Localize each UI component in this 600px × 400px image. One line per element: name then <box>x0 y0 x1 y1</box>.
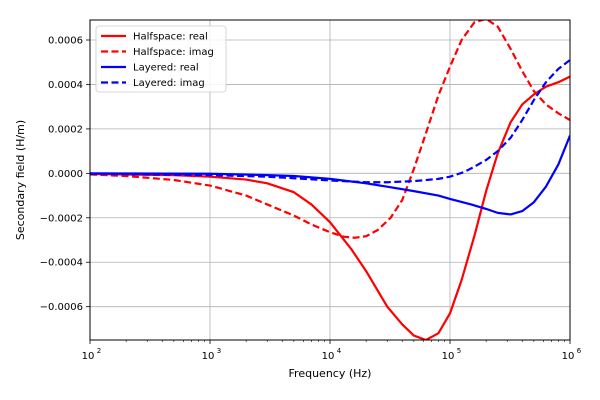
y-axis-label: Secondary field (H/m) <box>14 120 27 240</box>
x-tick-label: 10 <box>322 351 335 362</box>
x-tick-exponent: 6 <box>577 347 582 355</box>
series-line-0 <box>90 75 570 340</box>
series-line-1 <box>90 20 570 239</box>
y-tick-label: 0.0002 <box>48 124 83 135</box>
legend-box <box>95 25 227 93</box>
legend-entry: Halfspace: real <box>133 32 208 43</box>
x-tick-label: 10 <box>562 351 575 362</box>
y-tick-label: 0.0000 <box>48 169 83 180</box>
y-tick-label: −0.0006 <box>40 302 83 313</box>
series-layer <box>90 20 570 340</box>
x-tick-label: 10 <box>442 351 455 362</box>
y-tick-label: −0.0004 <box>40 258 83 269</box>
x-tick-exponent: 2 <box>97 347 101 355</box>
series-line-3 <box>90 59 570 184</box>
x-tick-exponent: 5 <box>457 347 461 355</box>
legend-entry: Halfspace: imag <box>133 47 214 58</box>
x-tick-label: 10 <box>202 351 215 362</box>
legend-entry: Layered: imag <box>133 78 205 89</box>
x-tick-exponent: 4 <box>337 347 342 355</box>
series-line-2 <box>90 135 570 216</box>
legend-entry: Layered: real <box>133 63 199 74</box>
x-tick-label: 10 <box>82 351 95 362</box>
y-tick-label: 0.0006 <box>48 36 83 47</box>
y-tick-label: 0.0004 <box>48 80 83 91</box>
x-axis-label: Frequency (Hz) <box>289 367 372 380</box>
y-tick-label: −0.0002 <box>40 213 83 224</box>
legend: Halfspace: real Halfspace: imag Layered: r… <box>95 25 227 93</box>
x-tick-exponent: 3 <box>217 347 221 355</box>
axis-ticks: 10 2 10 3 10 4 10 5 10 6−0.0006−0.0004−0.00020.00… <box>40 36 582 363</box>
